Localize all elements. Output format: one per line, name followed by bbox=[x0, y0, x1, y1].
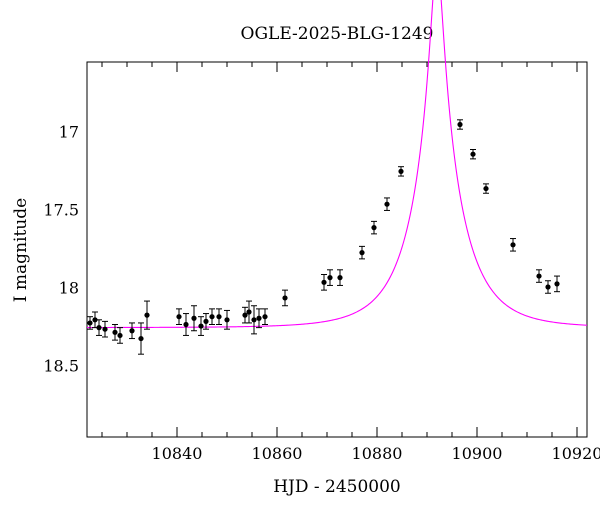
y-tick-label: 17 bbox=[59, 122, 79, 141]
data-point bbox=[224, 317, 230, 323]
data-point bbox=[262, 314, 268, 320]
data-point bbox=[483, 185, 489, 192]
y-tick-label: 17.5 bbox=[43, 200, 79, 219]
data-point bbox=[198, 323, 204, 329]
data-point bbox=[129, 328, 135, 334]
data-point bbox=[176, 314, 182, 320]
data-point bbox=[117, 332, 123, 339]
y-axis-label: I magnitude bbox=[11, 198, 31, 302]
data-point bbox=[183, 321, 189, 328]
data-point bbox=[251, 317, 257, 323]
data-point bbox=[191, 315, 197, 321]
data-point bbox=[246, 309, 252, 315]
data-point bbox=[510, 242, 516, 248]
data-point bbox=[256, 315, 262, 321]
data-point bbox=[371, 225, 377, 231]
data-point bbox=[337, 275, 343, 281]
data-point bbox=[209, 314, 215, 320]
data-point bbox=[545, 284, 551, 290]
data-point bbox=[554, 281, 560, 287]
x-tick-label: 10900 bbox=[452, 444, 503, 463]
x-axis-label: HJD - 2450000 bbox=[273, 477, 401, 497]
data-point bbox=[398, 168, 404, 174]
data-point bbox=[536, 273, 542, 279]
data-point bbox=[102, 326, 108, 332]
data-point bbox=[242, 312, 248, 318]
data-point bbox=[282, 295, 288, 301]
y-tick-label: 18 bbox=[59, 279, 79, 298]
plot-area: 10840 10860 10880 10900 10920 17 17.5 18 18.5 bbox=[43, 0, 600, 463]
data-point bbox=[203, 318, 209, 324]
data-point bbox=[359, 250, 365, 256]
plot-frame bbox=[86, 61, 588, 438]
data-point bbox=[112, 329, 118, 335]
data-point bbox=[327, 275, 333, 281]
x-tick-label: 10880 bbox=[352, 444, 403, 463]
data-point bbox=[470, 151, 476, 157]
y-tick-label: 18.5 bbox=[43, 357, 79, 376]
data-point bbox=[92, 317, 98, 323]
x-tick-label: 10920 bbox=[552, 444, 600, 463]
data-point bbox=[216, 314, 222, 320]
data-point bbox=[144, 312, 150, 318]
data-point bbox=[96, 325, 102, 331]
data-point bbox=[87, 320, 93, 326]
model-curve bbox=[87, 0, 588, 329]
data-point bbox=[138, 335, 144, 342]
x-tick-label: 10840 bbox=[152, 444, 203, 463]
data-point bbox=[384, 201, 390, 207]
x-tick-label: 10860 bbox=[252, 444, 303, 463]
data-point bbox=[457, 121, 463, 128]
data-point bbox=[321, 279, 327, 285]
chart-title: OGLE-2025-BLG-1249 bbox=[241, 24, 434, 44]
